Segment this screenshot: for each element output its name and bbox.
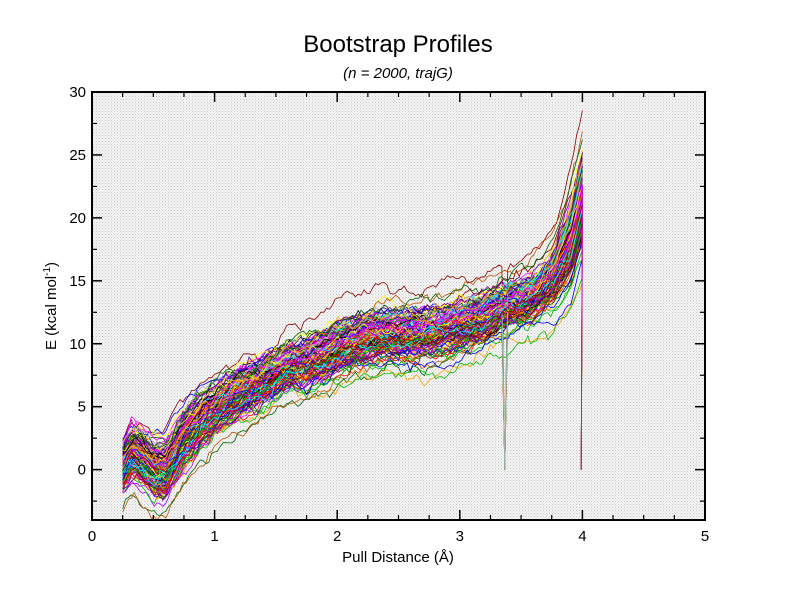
x-tick-label: 3 bbox=[456, 528, 464, 545]
bootstrap-series-line bbox=[122, 189, 583, 466]
bootstrap-series-line bbox=[122, 158, 583, 470]
tick-layer: 0 1 2 3 4 5 0 5 10 15 20 25 30 bbox=[69, 84, 709, 545]
bootstrap-series-line bbox=[122, 194, 583, 468]
bootstrap-series-line bbox=[122, 161, 583, 464]
y-tick-label: 20 bbox=[69, 210, 86, 227]
bootstrap-series-line bbox=[122, 217, 583, 482]
bootstrap-series-line bbox=[122, 185, 583, 470]
y-axis-label: E (kcal mol-1) bbox=[42, 262, 60, 350]
y-tick-label: 15 bbox=[69, 273, 86, 290]
y-tick-label: 10 bbox=[69, 336, 86, 353]
x-tick-label: 1 bbox=[210, 528, 218, 545]
bootstrap-series-line bbox=[122, 186, 583, 452]
bootstrap-series-line bbox=[122, 139, 583, 452]
bootstrap-series-line bbox=[122, 276, 583, 494]
chart-title: Bootstrap Profiles bbox=[303, 31, 492, 58]
bootstrap-series-line bbox=[122, 203, 583, 473]
y-tick-label: 25 bbox=[69, 147, 86, 164]
x-tick-label: 2 bbox=[333, 528, 341, 545]
y-axis-label-superscript: -1 bbox=[42, 267, 53, 276]
y-tick-label: 30 bbox=[69, 84, 86, 101]
bootstrap-series-line bbox=[122, 170, 583, 450]
bootstrap-series-line bbox=[122, 225, 583, 492]
bootstrap-series-line bbox=[122, 172, 583, 470]
y-axis-label-main: E (kcal mol bbox=[43, 276, 60, 350]
y-tick-label: 5 bbox=[78, 399, 86, 416]
x-tick-label: 4 bbox=[578, 528, 586, 545]
y-axis-label-close: ) bbox=[43, 262, 60, 267]
x-tick-label: 0 bbox=[88, 528, 96, 545]
chart-subtitle: (n = 2000, trajG) bbox=[343, 65, 453, 82]
bootstrap-series-line bbox=[122, 223, 583, 502]
y-tick-label: 0 bbox=[78, 462, 86, 479]
x-axis-label: Pull Distance (Å) bbox=[342, 549, 454, 566]
bootstrap-series-line bbox=[122, 209, 583, 464]
bootstrap-series-line bbox=[122, 208, 583, 487]
series-layer bbox=[122, 110, 583, 520]
x-tick-label: 5 bbox=[701, 528, 709, 545]
bootstrap-series-line bbox=[122, 157, 583, 456]
bootstrap-series-line bbox=[122, 185, 583, 470]
